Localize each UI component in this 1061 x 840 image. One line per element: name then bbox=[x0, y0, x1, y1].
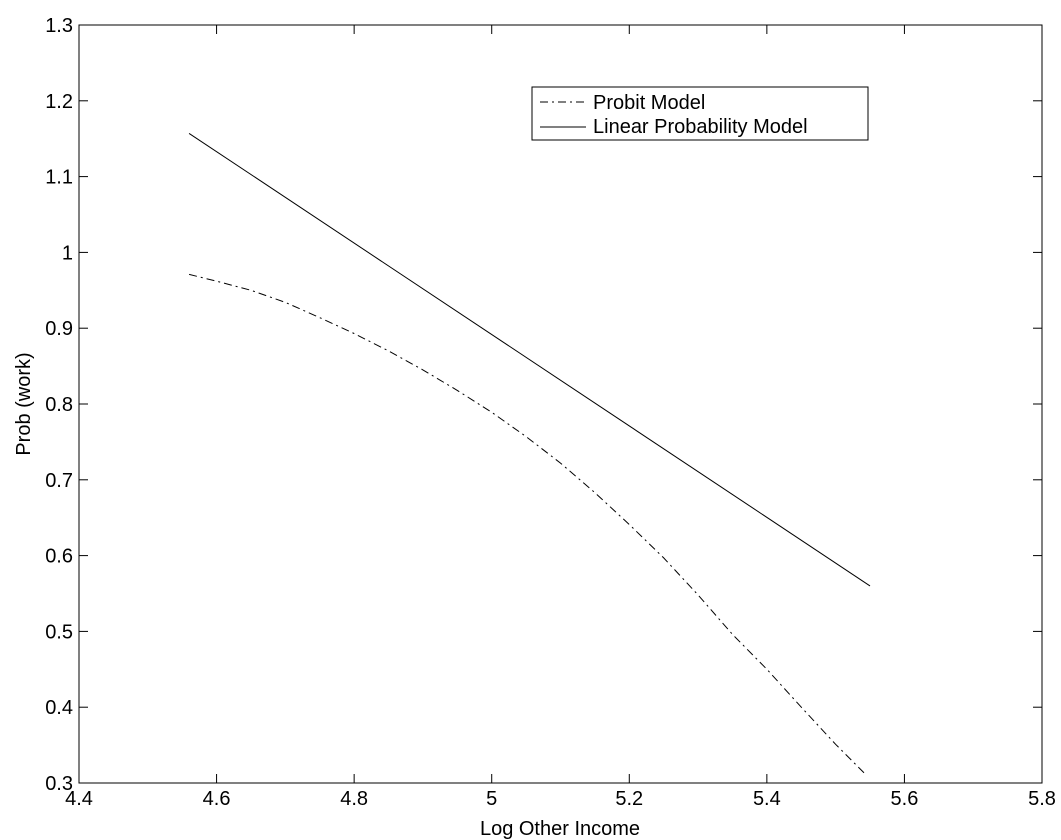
x-tick-label: 4.8 bbox=[340, 788, 368, 810]
y-tick-label: 1.1 bbox=[45, 167, 73, 189]
legend-box bbox=[531, 86, 869, 141]
y-tick-label: 0.5 bbox=[45, 621, 73, 643]
x-tick-label: 4.4 bbox=[65, 788, 93, 810]
x-axis-ticks: 4.4 4.6 4.8 5 5.2 5.4 5.6 5.8 bbox=[65, 25, 1056, 810]
plot-area bbox=[78, 24, 1043, 784]
y-tick-label: 0.8 bbox=[45, 394, 73, 416]
x-tick-label: 5.4 bbox=[753, 788, 781, 810]
x-tick-label: 5.2 bbox=[615, 788, 643, 810]
y-tick-label: 0.4 bbox=[45, 697, 73, 719]
x-tick-label: 5 bbox=[486, 788, 497, 810]
y-tick-label: 0.9 bbox=[45, 318, 73, 340]
x-axis-label: Log Other Income bbox=[480, 818, 640, 840]
x-tick-label: 4.6 bbox=[203, 788, 231, 810]
series-layer bbox=[188, 132, 871, 776]
y-tick-label: 0.3 bbox=[45, 773, 73, 795]
series-line-linear bbox=[188, 132, 871, 587]
y-tick-label: 1 bbox=[62, 242, 73, 264]
legend-label-probit: Probit Model bbox=[593, 92, 705, 114]
legend-label-linear: Linear Probability Model bbox=[593, 116, 808, 138]
y-tick-label: 1.3 bbox=[45, 15, 73, 37]
x-tick-label: 5.6 bbox=[891, 788, 919, 810]
y-axis-ticks: 0.3 0.4 0.5 0.6 0.7 0.8 0.9 1 1.1 1.2 1.3 bbox=[45, 15, 1042, 795]
y-tick-label: 1.2 bbox=[45, 91, 73, 113]
y-tick-label: 0.7 bbox=[45, 470, 73, 492]
y-tick-label: 0.6 bbox=[45, 546, 73, 568]
series-line-probit bbox=[188, 273, 867, 776]
legend: Probit Model Linear Probability Model bbox=[531, 86, 869, 141]
x-tick-label: 5.8 bbox=[1028, 788, 1056, 810]
y-axis-label: Prob (work) bbox=[13, 352, 35, 455]
